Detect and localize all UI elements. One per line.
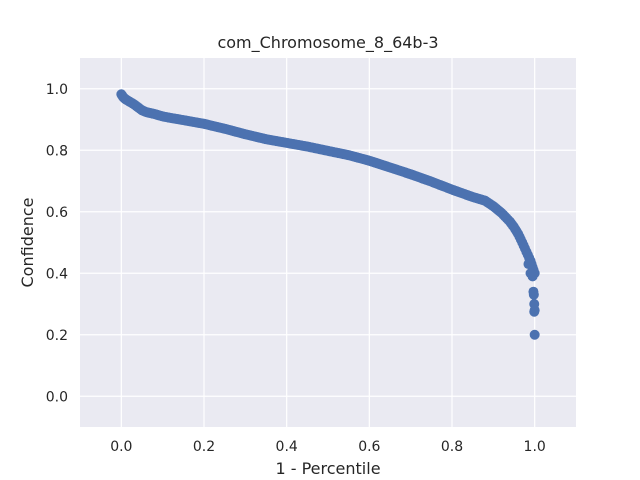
data-point: [523, 259, 534, 270]
x-tick-labels: 0.0 0.2 0.4 0.6 0.8 1.0: [110, 439, 546, 455]
data-point: [529, 305, 540, 316]
x-tick-label: 0.2: [193, 439, 215, 455]
x-tick-label: 0.4: [276, 439, 298, 455]
y-tick-label: 0.2: [46, 328, 68, 344]
y-tick-label: 1.0: [46, 82, 68, 98]
y-tick-label: 0.6: [46, 205, 68, 221]
data-point: [529, 329, 540, 340]
y-axis-label: Confidence: [18, 198, 37, 288]
data-points: [116, 89, 540, 340]
y-tick-label: 0.0: [46, 389, 68, 405]
data-point: [528, 289, 539, 300]
x-tick-label: 1.0: [524, 439, 546, 455]
data-point: [527, 271, 538, 282]
x-tick-label: 0.8: [441, 439, 463, 455]
x-axis-label: 1 - Percentile: [275, 459, 380, 478]
x-tick-label: 0.6: [358, 439, 380, 455]
y-tick-labels: 0.0 0.2 0.4 0.6 0.8 1.0: [46, 82, 68, 406]
chart-title: com_Chromosome_8_64b-3: [217, 33, 438, 53]
y-tick-label: 0.8: [46, 143, 68, 159]
x-tick-label: 0.0: [110, 439, 132, 455]
y-tick-label: 0.4: [46, 266, 68, 282]
